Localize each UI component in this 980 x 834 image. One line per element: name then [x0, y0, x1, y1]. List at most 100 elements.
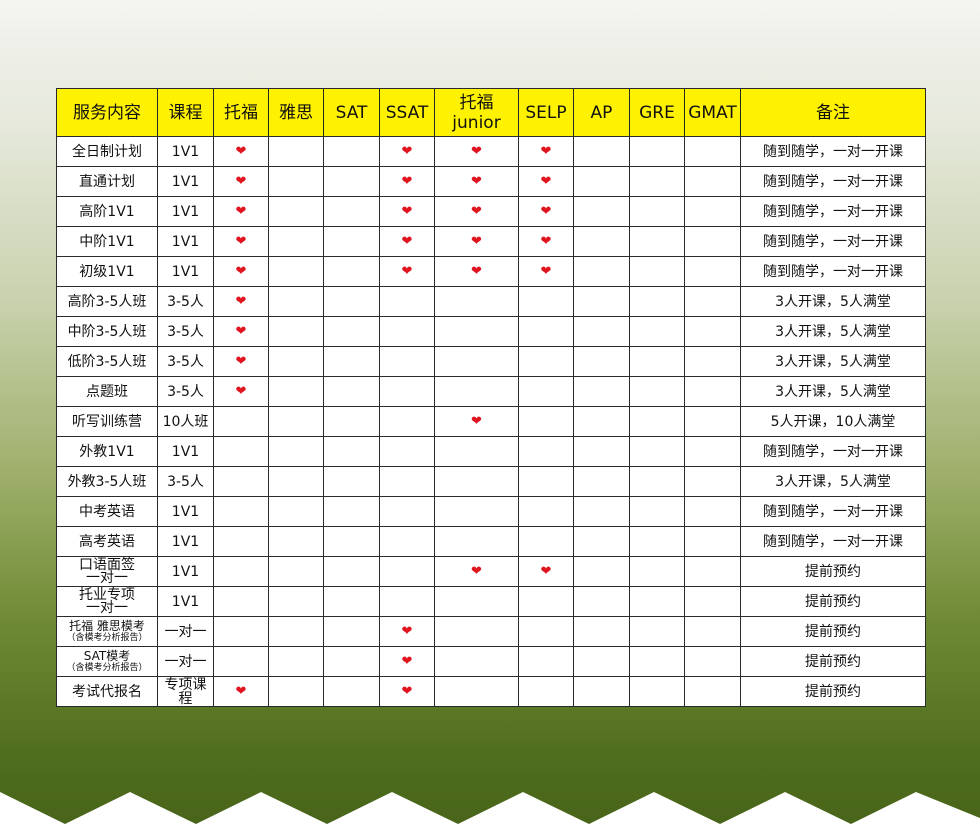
- exam-cell: [323, 286, 380, 317]
- exam-cell: [684, 136, 741, 167]
- table-row: 外教3-5人班 3-5人 3人开课，5人满堂: [56, 466, 926, 497]
- exam-cell: [518, 676, 574, 707]
- table-row: 高考英语 1V1 随到随学，一对一开课: [56, 526, 926, 557]
- exam-cell: [629, 196, 685, 227]
- note-cell: 随到随学，一对一开课: [740, 196, 926, 227]
- heart-icon: ❤: [235, 144, 247, 159]
- course-type: 3-5人: [157, 346, 214, 377]
- exam-cell: [323, 316, 380, 347]
- exam-cell: [573, 286, 630, 317]
- exam-cell: [323, 496, 380, 527]
- exam-cell: [434, 466, 519, 497]
- exam-cell: [573, 496, 630, 527]
- exam-cell: [379, 346, 435, 377]
- exam-cell: ❤: [213, 166, 269, 197]
- exam-cell: [573, 166, 630, 197]
- service-name: 中阶3-5人班: [56, 316, 158, 347]
- heart-icon: ❤: [401, 264, 413, 279]
- course-type: 10人班: [157, 406, 214, 437]
- note-cell: 随到随学，一对一开课: [740, 166, 926, 197]
- note-cell: 提前预约: [740, 556, 926, 587]
- heart-icon: ❤: [471, 564, 482, 579]
- exam-cell: [379, 406, 435, 437]
- service-name: 点题班: [56, 376, 158, 407]
- heart-icon: ❤: [401, 234, 413, 249]
- exam-cell: [518, 526, 574, 557]
- exam-cell: ❤: [379, 166, 435, 197]
- exam-cell: [268, 226, 324, 257]
- course-type: 一对一: [157, 646, 214, 677]
- exam-cell: [573, 256, 630, 287]
- course-type: 3-5人: [157, 466, 214, 497]
- exam-cell: [518, 376, 574, 407]
- course-type: 1V1: [157, 136, 214, 167]
- note-cell: 随到随学，一对一开课: [740, 226, 926, 257]
- note-cell: 3人开课，5人满堂: [740, 466, 926, 497]
- exam-cell: [268, 466, 324, 497]
- heart-icon: ❤: [471, 234, 482, 249]
- header-toefl: 托福: [213, 88, 269, 137]
- header-ap: AP: [573, 88, 630, 137]
- exam-cell: ❤: [379, 676, 435, 707]
- exam-cell: ❤: [379, 226, 435, 257]
- course-type: 1V1: [157, 256, 214, 287]
- exam-cell: [323, 466, 380, 497]
- course-type: 一对一: [157, 616, 214, 647]
- exam-cell: [268, 136, 324, 167]
- service-name: 外教3-5人班: [56, 466, 158, 497]
- course-type: 1V1: [157, 436, 214, 467]
- exam-cell: [268, 616, 324, 647]
- header-toefl-junior: 托福 junior: [434, 88, 519, 137]
- exam-cell: [213, 616, 269, 647]
- heart-icon: ❤: [540, 174, 552, 189]
- course-type: 3-5人: [157, 316, 214, 347]
- heart-icon: ❤: [235, 684, 247, 699]
- exam-cell: [268, 676, 324, 707]
- exam-cell: [434, 526, 519, 557]
- course-type: 1V1: [157, 526, 214, 557]
- heart-icon: ❤: [540, 204, 552, 219]
- exam-cell: [518, 316, 574, 347]
- course-type: 专项课程: [157, 676, 214, 707]
- header-ielts: 雅思: [268, 88, 324, 137]
- exam-cell: [518, 346, 574, 377]
- table-row: 高阶1V1 1V1 ❤ ❤ ❤ ❤ 随到随学，一对一开课: [56, 196, 926, 227]
- exam-cell: ❤: [379, 196, 435, 227]
- header-sat: SAT: [323, 88, 380, 137]
- exam-cell: [213, 466, 269, 497]
- exam-cell: [573, 376, 630, 407]
- exam-cell: ❤: [213, 226, 269, 257]
- heart-icon: ❤: [471, 174, 482, 189]
- exam-cell: [629, 526, 685, 557]
- exam-cell: [629, 586, 685, 617]
- exam-cell: [518, 436, 574, 467]
- heart-icon: ❤: [401, 684, 413, 699]
- heart-icon: ❤: [401, 204, 413, 219]
- heart-icon: ❤: [235, 354, 247, 369]
- exam-cell: [573, 406, 630, 437]
- exam-cell: [518, 586, 574, 617]
- table-row: 初级1V1 1V1 ❤ ❤ ❤ ❤ 随到随学，一对一开课: [56, 256, 926, 287]
- service-name-line1: SAT模考: [83, 649, 131, 663]
- exam-cell: [434, 616, 519, 647]
- exam-cell: [268, 256, 324, 287]
- heart-icon: ❤: [471, 414, 482, 429]
- exam-cell: [629, 676, 685, 707]
- service-name-line1: 托业专项: [79, 586, 135, 603]
- course-type: 1V1: [157, 496, 214, 527]
- table-row: 直通计划 1V1 ❤ ❤ ❤ ❤ 随到随学，一对一开课: [56, 166, 926, 197]
- header-notes: 备注: [740, 88, 926, 137]
- exam-cell: ❤: [213, 316, 269, 347]
- service-name: 中阶1V1: [56, 226, 158, 257]
- exam-cell: [213, 496, 269, 527]
- exam-cell: [629, 166, 685, 197]
- header-gre: GRE: [629, 88, 685, 137]
- exam-cell: [684, 466, 741, 497]
- service-table: 服务内容 课程 托福 雅思 SAT SSAT 托福 junior SELP AP…: [56, 88, 926, 707]
- exam-cell: [434, 676, 519, 707]
- course-type: 1V1: [157, 556, 214, 587]
- exam-cell: [518, 406, 574, 437]
- exam-cell: ❤: [379, 256, 435, 287]
- heart-icon: ❤: [540, 234, 552, 249]
- exam-cell: ❤: [379, 646, 435, 677]
